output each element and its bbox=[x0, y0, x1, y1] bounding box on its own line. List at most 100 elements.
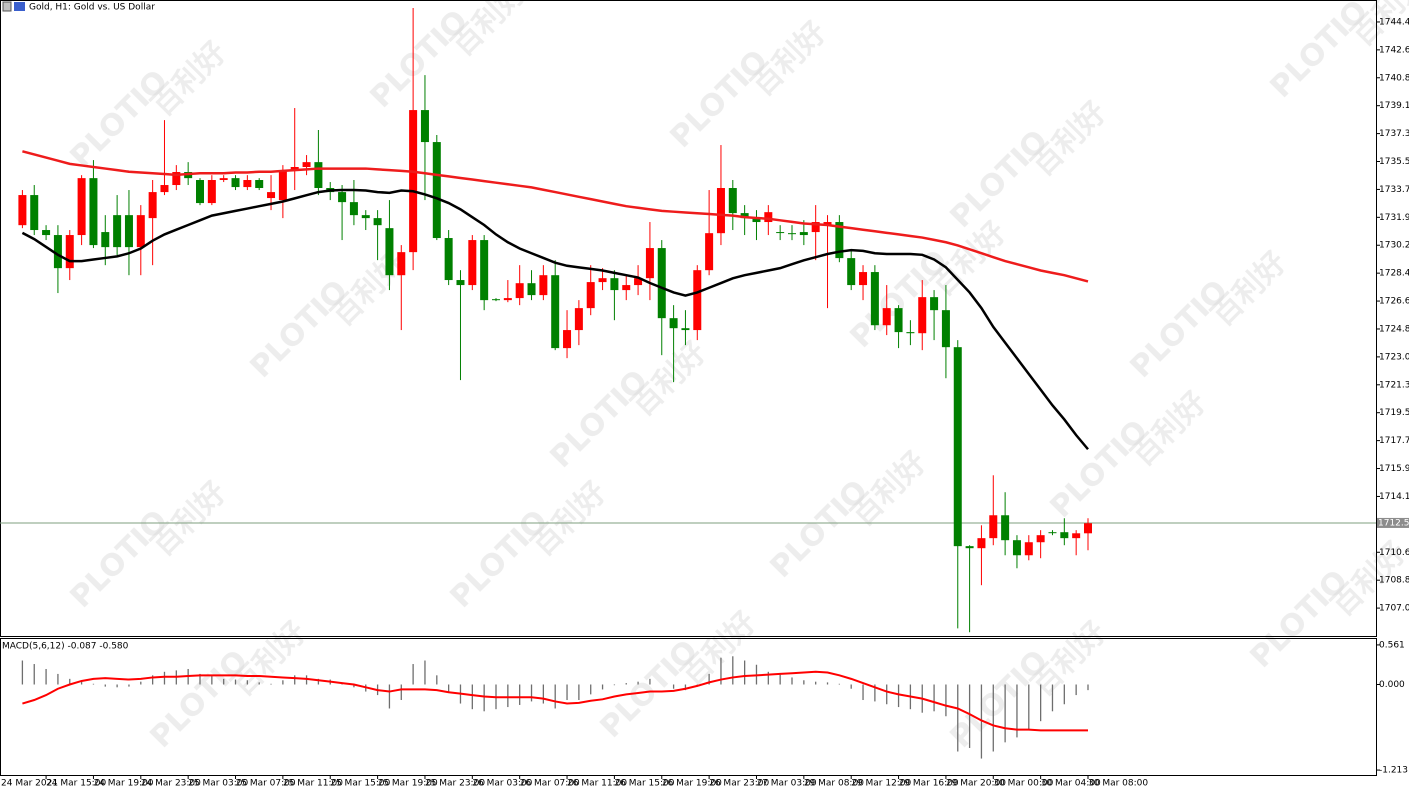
y-tick-label: 1717.75 bbox=[1379, 436, 1409, 446]
candle-body bbox=[977, 538, 986, 549]
candle-body bbox=[835, 222, 844, 259]
candle-body bbox=[160, 185, 169, 193]
x-tick-label: 26 Mar 19:00 bbox=[662, 779, 722, 789]
candle-body bbox=[42, 230, 51, 236]
candle-body bbox=[243, 180, 252, 188]
candle-body bbox=[551, 275, 560, 349]
candle-body bbox=[515, 283, 524, 299]
x-tick-label: 26 Mar 11:00 bbox=[567, 779, 627, 789]
x-date-label: 24 Mar 2021 bbox=[1, 779, 58, 789]
candle-body bbox=[420, 110, 429, 143]
candle-body bbox=[290, 166, 299, 171]
candle-body bbox=[432, 142, 441, 239]
y-tick-label: 0.561 bbox=[1379, 640, 1405, 650]
x-tick-label: 25 Mar 23:00 bbox=[425, 779, 485, 789]
candle-body bbox=[503, 298, 512, 301]
candle-body bbox=[444, 238, 453, 281]
y-tick-label: -1.213 bbox=[1379, 766, 1408, 776]
candle-body bbox=[728, 188, 737, 214]
candle-body bbox=[657, 248, 666, 319]
chart-title: Gold, H1: Gold vs. US Dollar bbox=[29, 3, 155, 13]
candle-body bbox=[799, 232, 808, 236]
candle-body bbox=[634, 278, 643, 286]
y-tick-label: 1731.99 bbox=[1379, 213, 1409, 223]
candle-body bbox=[941, 310, 950, 348]
macd-title: MACD(5,6,12) -0.087 -0.580 bbox=[2, 642, 129, 652]
candle-body bbox=[349, 202, 358, 216]
x-tick-label: 24 Mar 19:00 bbox=[93, 779, 153, 789]
candle-body bbox=[930, 297, 939, 311]
candle-body bbox=[539, 275, 548, 296]
candle-body bbox=[1060, 532, 1069, 539]
candle-body bbox=[361, 215, 370, 219]
candle-body bbox=[207, 180, 216, 204]
main-panel-frame bbox=[0, 0, 1377, 637]
candle-body bbox=[148, 192, 157, 219]
y-tick-label: 1726.65 bbox=[1379, 297, 1409, 307]
y-tick-label: 1728.43 bbox=[1379, 269, 1409, 279]
y-tick-label: 1737.33 bbox=[1379, 129, 1409, 139]
candle-body bbox=[1072, 533, 1081, 539]
x-tick-label: 29 Mar 12:00 bbox=[851, 779, 911, 789]
candle-body bbox=[172, 172, 181, 186]
icon bbox=[2, 1, 12, 12]
candle-body bbox=[574, 308, 583, 331]
candle-body bbox=[338, 192, 347, 203]
candle-body bbox=[645, 248, 654, 279]
y-tick-label: 1739.11 bbox=[1379, 101, 1409, 111]
x-tick-label: 29 Mar 08:00 bbox=[804, 779, 864, 789]
y-tick-label: 1735.55 bbox=[1379, 157, 1409, 167]
candle-body bbox=[89, 178, 98, 246]
current-price-label: 1712.50 bbox=[1378, 518, 1409, 528]
candle-body bbox=[989, 515, 998, 539]
candle-body bbox=[65, 235, 74, 269]
candle-body bbox=[918, 297, 927, 334]
y-tick-label: 1730.21 bbox=[1379, 241, 1409, 251]
candle-body bbox=[740, 213, 749, 219]
candle-body bbox=[136, 215, 145, 248]
candle-body bbox=[1024, 542, 1033, 556]
candle-body bbox=[847, 258, 856, 286]
y-tick-label: 1733.77 bbox=[1379, 185, 1409, 195]
candle-body bbox=[373, 218, 382, 226]
y-tick-label: 1744.45 bbox=[1379, 17, 1409, 27]
candle-body bbox=[314, 162, 323, 189]
y-tick-label: 0.000 bbox=[1379, 680, 1405, 690]
x-tick-label: 26 Mar 03:00 bbox=[472, 779, 532, 789]
candle-body bbox=[113, 215, 122, 248]
x-tick-label: 25 Mar 07:00 bbox=[236, 779, 296, 789]
x-tick-label: 24 Mar 23:00 bbox=[141, 779, 201, 789]
candle-body bbox=[219, 178, 228, 181]
candle-body bbox=[267, 192, 276, 199]
candle-body bbox=[1048, 532, 1057, 534]
macd-panel-frame bbox=[0, 638, 1377, 776]
candle-body bbox=[231, 178, 240, 188]
candle-body bbox=[563, 330, 572, 349]
candle-body bbox=[870, 272, 879, 326]
y-tick-label: 1714.19 bbox=[1379, 492, 1409, 502]
y-tick-label: 1719.53 bbox=[1379, 408, 1409, 418]
candle-body bbox=[527, 283, 536, 296]
candle-body bbox=[278, 170, 287, 201]
candle-body bbox=[18, 195, 27, 226]
candle-body bbox=[586, 282, 595, 309]
candle-body bbox=[255, 180, 264, 189]
x-tick-label: 27 Mar 03:00 bbox=[756, 779, 816, 789]
candle-body bbox=[752, 218, 761, 223]
candle-body bbox=[681, 328, 690, 331]
x-tick-label: 26 Mar 23:00 bbox=[709, 779, 769, 789]
x-tick-label: 26 Mar 15:00 bbox=[614, 779, 674, 789]
x-tick-label: 26 Mar 07:00 bbox=[520, 779, 580, 789]
y-tick-label: 1723.09 bbox=[1379, 352, 1409, 362]
x-tick-label: 30 Mar 00:00 bbox=[993, 779, 1053, 789]
candle-body bbox=[965, 546, 974, 549]
candle-body bbox=[456, 280, 465, 286]
candle-body bbox=[906, 332, 915, 334]
candle-body bbox=[776, 232, 785, 234]
candle-body bbox=[894, 308, 903, 333]
y-tick-label: 1715.97 bbox=[1379, 464, 1409, 474]
moving-average bbox=[21, 188, 1089, 451]
candle-body bbox=[53, 235, 62, 269]
icon bbox=[14, 2, 25, 11]
